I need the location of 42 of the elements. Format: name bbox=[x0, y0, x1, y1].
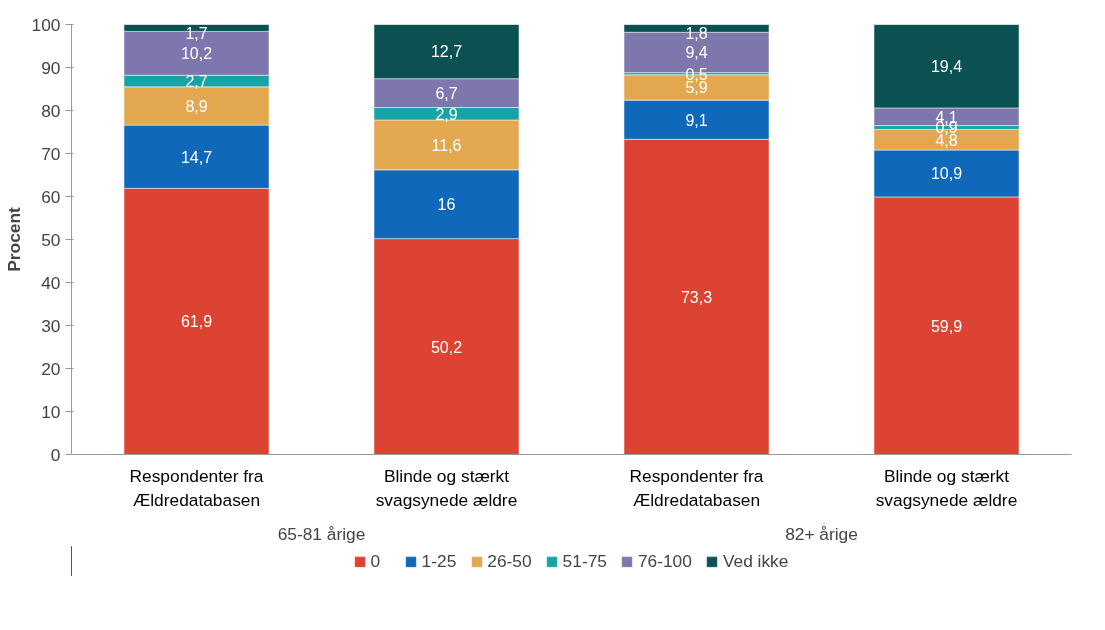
y-tick-label: 50 bbox=[41, 229, 61, 250]
legend-label: 26-50 bbox=[487, 550, 532, 572]
x-tick-label: Respondenter fra Ældredatabasen bbox=[629, 465, 764, 510]
data-label: 11,6 bbox=[431, 136, 462, 154]
data-label: 0,5 bbox=[685, 65, 708, 83]
data-label: 14,7 bbox=[180, 148, 213, 166]
y-tick-label: 60 bbox=[41, 186, 61, 207]
y-tick-label: 100 bbox=[31, 14, 61, 35]
x-tick-label: Blinde og stærkt svagsynede ældre bbox=[875, 465, 1018, 510]
legend-label: 1-25 bbox=[421, 550, 457, 572]
data-label: 2,9 bbox=[435, 105, 458, 123]
y-tick-label: 90 bbox=[41, 57, 61, 78]
data-label: 9,1 bbox=[685, 111, 708, 129]
data-label: 10,9 bbox=[930, 165, 963, 183]
y-axis-title: Procent bbox=[3, 207, 24, 272]
y-tick-label: 40 bbox=[41, 272, 61, 293]
y-tick-label: 70 bbox=[41, 143, 61, 164]
y-tick-label: 10 bbox=[41, 401, 61, 422]
y-tick-label: 80 bbox=[41, 100, 61, 121]
data-label: 8,9 bbox=[185, 97, 208, 115]
data-label: 50,2 bbox=[430, 338, 463, 356]
legend-label: 76-100 bbox=[637, 550, 692, 572]
y-tick-label: 30 bbox=[41, 315, 61, 336]
x-tick-label: Blinde og stærkt svagsynede ældre bbox=[375, 465, 518, 510]
data-label: 12,7 bbox=[430, 43, 463, 61]
data-label: 73,3 bbox=[680, 288, 713, 306]
data-label: 16 bbox=[437, 196, 456, 214]
legend-label: 51-75 bbox=[562, 550, 607, 572]
data-label: 59,9 bbox=[930, 317, 963, 335]
data-label: 9,4 bbox=[685, 44, 708, 62]
x-tick-label: Respondenter fra Ældredatabasen bbox=[129, 465, 264, 510]
y-tick-label: 0 bbox=[50, 444, 61, 465]
data-label: 61,9 bbox=[180, 313, 213, 331]
text: 65-81 årige bbox=[277, 523, 366, 544]
data-label: 10,2 bbox=[180, 45, 213, 63]
data-label: 19,4 bbox=[930, 58, 963, 76]
legend-label: Ved ikke bbox=[722, 550, 789, 572]
y-tick-label: 20 bbox=[41, 358, 61, 379]
legend-label: 0 bbox=[370, 550, 382, 572]
data-label: 6,7 bbox=[435, 85, 458, 103]
data-label: 2,7 bbox=[185, 73, 208, 91]
text: 82+ årige bbox=[785, 523, 858, 544]
